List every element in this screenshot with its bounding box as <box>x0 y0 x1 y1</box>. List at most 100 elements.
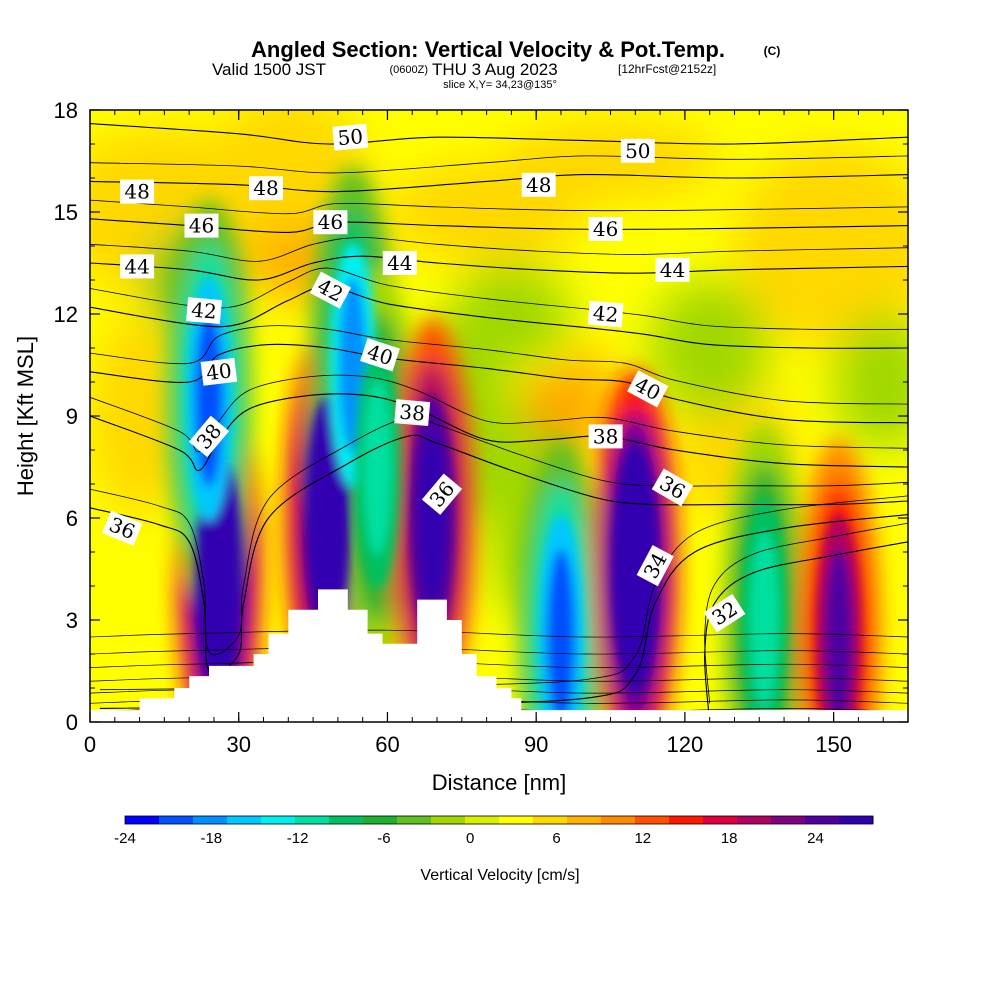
contour-label-46: 46 <box>184 213 219 238</box>
velocity-core <box>194 310 224 488</box>
contour-label-box <box>588 424 623 449</box>
colorbar-swatch <box>601 816 636 824</box>
colorbar-swatch <box>329 816 364 824</box>
colorbar-tick-label: -18 <box>200 830 222 847</box>
contour-label-50: 50 <box>332 123 369 151</box>
isentrope-minor <box>90 267 908 330</box>
velocity-core <box>621 480 650 658</box>
colorbar-tick-label: 24 <box>807 830 824 847</box>
velocity-core <box>824 548 853 722</box>
isentrope-42 <box>90 286 908 349</box>
colorbar-swatch <box>465 816 500 824</box>
contour-label-box <box>309 271 352 309</box>
contour-label-text: 46 <box>189 214 214 238</box>
slice-info: slice X,Y= 34,23@135° <box>443 79 557 91</box>
contour-label-box <box>587 300 624 328</box>
contour-label-text: 44 <box>660 258 685 282</box>
contour-label-48: 48 <box>249 176 283 201</box>
contour-label-box <box>360 338 400 372</box>
y-tick-label: 12 <box>54 302 78 327</box>
contour-label-box <box>186 297 222 325</box>
y-tick-label: 3 <box>66 608 78 633</box>
colorbar-frame <box>124 815 874 825</box>
contour-label-46: 46 <box>588 217 623 241</box>
velocity-core <box>417 429 447 607</box>
contour-label-text: 50 <box>625 139 650 163</box>
velocity-core <box>313 429 343 607</box>
colorbar-swatch <box>125 816 160 824</box>
colorbar-swatch <box>839 816 874 824</box>
field-cores-inner <box>185 242 862 722</box>
contour-label-box <box>703 593 746 633</box>
colorbar-swatch <box>771 816 806 824</box>
colorbar-swatch <box>805 816 840 824</box>
contour-label-38: 38 <box>588 424 623 449</box>
contour-label-44: 44 <box>120 254 155 279</box>
colorbar-tick-label: 18 <box>721 830 738 847</box>
field-patch <box>833 314 908 450</box>
isentrope-minor <box>90 199 908 215</box>
contour-label-44: 44 <box>655 257 690 282</box>
contour-label-box <box>651 468 694 507</box>
contour-label-text: 42 <box>190 298 217 324</box>
contour-label-text: 48 <box>253 176 278 200</box>
y-tick-label: 15 <box>54 200 78 225</box>
velocity-core <box>546 548 576 722</box>
isentrope-minor <box>90 237 908 262</box>
forecast-info: [12hrFcst@2152z] <box>618 62 716 76</box>
contour-label-text: 48 <box>124 180 149 204</box>
y-tick-label: 18 <box>54 98 78 123</box>
colorbar-swatch <box>635 816 670 824</box>
contour-label-text: 46 <box>318 210 343 234</box>
contour-label-text: 50 <box>337 124 364 150</box>
contour-label-text: 44 <box>124 254 149 278</box>
contour-label-box <box>313 210 348 235</box>
isentrope-40 <box>90 343 908 424</box>
contour-label-box <box>588 217 623 241</box>
colorbar-swatch <box>567 816 602 824</box>
contour-label-box <box>120 179 155 204</box>
valid-prefix: Valid 1500 JST <box>212 60 326 79</box>
colorbar-swatch <box>193 816 228 824</box>
field-patch <box>734 144 908 348</box>
field-patch <box>90 314 190 518</box>
colorbar: -24 -18 -12 -6 0 6 12 18 24 <box>114 815 874 847</box>
valid-date: THU 3 Aug 2023 <box>432 60 558 79</box>
colorbar-swatch <box>397 816 432 824</box>
colorbar-swatch <box>703 816 738 824</box>
x-tick-label: 60 <box>375 732 399 757</box>
isentrope-minor <box>90 325 908 405</box>
colorbar-swatch <box>533 816 568 824</box>
colorbar-swatch <box>431 816 466 824</box>
isentrope-lowlevel <box>90 646 908 655</box>
contour-label-box <box>620 138 655 163</box>
contour-label-box <box>249 176 283 201</box>
contour-label-box <box>521 172 556 197</box>
chart-title-unit: (C) <box>764 44 781 58</box>
contour-label-42: 42 <box>186 297 222 325</box>
contour-label-text: 48 <box>526 173 551 197</box>
contour-label-text: 38 <box>398 400 425 426</box>
field-broad <box>90 110 908 620</box>
x-tick-label: 150 <box>815 732 852 757</box>
colorbar-swatch <box>295 816 330 824</box>
valid-time-line: Valid 1500 JST (0600Z) THU 3 Aug 2023 [1… <box>212 60 716 79</box>
contour-label-40: 40 <box>360 338 400 372</box>
valid-utc: (0600Z) <box>389 64 428 76</box>
colorbar-tick-label: -12 <box>287 830 309 847</box>
contour-label-box <box>421 473 463 515</box>
colorbar-swatch <box>261 816 296 824</box>
contour-label-box <box>655 257 690 282</box>
contour-label-box <box>627 370 669 408</box>
contour-label-38: 38 <box>394 399 431 427</box>
contour-label-text: 40 <box>205 358 233 385</box>
contour-label-38: 38 <box>188 415 230 458</box>
isentrope-lowlevel <box>90 660 908 669</box>
isentrope-minor <box>704 522 908 704</box>
y-tick-label: 6 <box>66 506 78 531</box>
contour-label-40: 40 <box>200 357 238 386</box>
contour-label-box <box>188 415 230 458</box>
colorbar-swatch <box>737 816 772 824</box>
